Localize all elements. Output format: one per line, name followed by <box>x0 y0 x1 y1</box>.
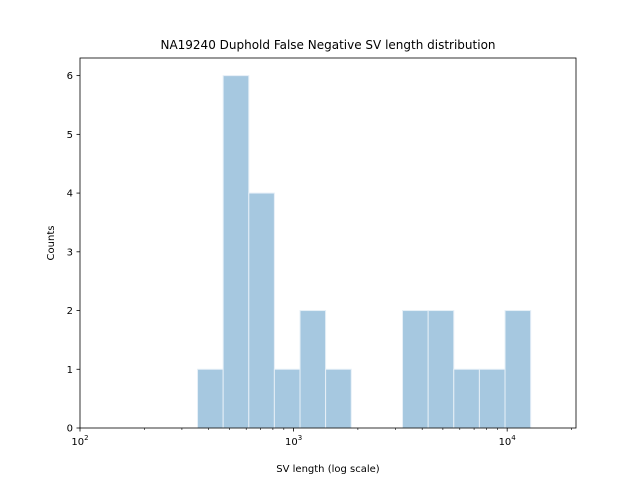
y-tick-label: 5 <box>67 130 73 141</box>
histogram-bars <box>197 75 532 429</box>
histogram-bar <box>402 310 429 429</box>
y-tick-label: 3 <box>67 247 73 258</box>
histogram-bar <box>504 310 532 429</box>
histogram-bar <box>325 368 352 429</box>
chart-title: NA19240 Duphold False Negative SV length… <box>160 38 495 52</box>
y-tick-label: 0 <box>67 424 73 435</box>
y-axis-title: Counts <box>46 226 57 261</box>
histogram-bar <box>427 310 455 429</box>
x-axis-title: SV length (log scale) <box>276 464 380 475</box>
histogram-bar <box>478 368 506 429</box>
histogram-bar <box>273 368 301 429</box>
x-axis-ticks: 102 103 104 <box>71 428 516 448</box>
histogram-bar <box>222 75 250 429</box>
x-tick-label: 103 <box>285 434 302 448</box>
y-tick-label: 2 <box>67 306 73 317</box>
y-tick-label: 4 <box>67 189 73 200</box>
y-axis-ticks: 0 1 2 3 4 5 6 <box>67 71 80 435</box>
x-tick-label: 102 <box>71 434 88 448</box>
x-tick-label: 104 <box>499 434 517 448</box>
plot-frame <box>79 57 577 429</box>
histogram-bar <box>248 192 275 429</box>
histogram-bar <box>299 310 327 429</box>
histogram-bar <box>453 368 480 429</box>
y-tick-label: 6 <box>67 71 73 82</box>
y-tick-label: 1 <box>67 365 73 376</box>
histogram-bar <box>197 368 224 429</box>
